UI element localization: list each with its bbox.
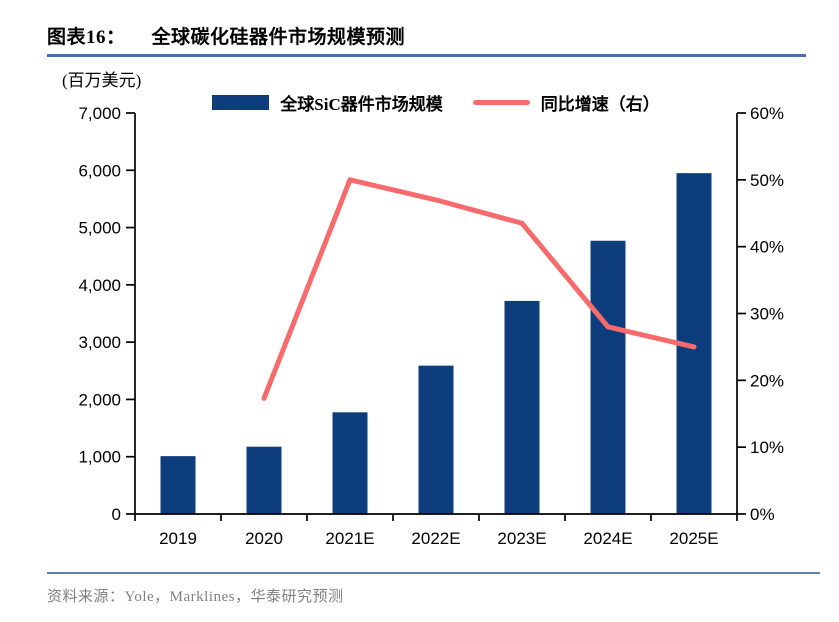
right-axis-tick-label: 0% [750, 505, 775, 524]
left-axis-tick-label: 7,000 [78, 104, 121, 123]
bar-series-label: 全球SiC器件市场规模 [280, 95, 443, 114]
title-divider [47, 54, 806, 57]
right-axis-tick-label: 60% [750, 104, 784, 123]
source-note: 资料来源：Yole，Marklines，华泰研究预测 [47, 589, 344, 605]
bar-series-swatch [212, 95, 270, 110]
x-axis-label: 2025E [669, 529, 718, 548]
left-axis-tick-label: 2,000 [78, 390, 121, 409]
line-series-label: 同比增速（右） [540, 95, 660, 114]
right-axis-tick-label: 10% [750, 438, 784, 457]
x-axis-label: 2021E [325, 529, 374, 548]
line-series-swatch [472, 100, 530, 105]
growth-line [261, 177, 697, 401]
bar-2021E [332, 412, 368, 514]
unit-label: (百万美元) [62, 71, 142, 90]
x-axis-label: 2022E [411, 529, 460, 548]
bar-2020 [246, 446, 282, 514]
x-axis-label: 2023E [497, 529, 546, 548]
bar-2023E [504, 300, 540, 514]
bottom-divider [47, 572, 820, 574]
page-title: 图表16： 全球碳化硅器件市场规模预测 [47, 22, 405, 49]
left-axis-tick-label: 3,000 [78, 333, 121, 352]
left-axis-tick-label: 6,000 [78, 161, 121, 180]
right-axis-tick-label: 50% [750, 171, 784, 190]
x-axis-label: 2019 [159, 529, 197, 548]
legend-item-bar-series: 全球SiC器件市场规模 [212, 90, 443, 115]
x-axis-label: 2024E [583, 529, 632, 548]
legend-item-line-series: 同比增速（右） [472, 90, 660, 115]
left-axis-tick-label: 5,000 [78, 219, 121, 238]
bar-2019 [160, 456, 196, 514]
left-axis-tick-label: 1,000 [78, 448, 121, 467]
bar-2022E [418, 365, 454, 514]
figure-title: 全球碳化硅器件市场规模预测 [151, 27, 406, 48]
right-axis-tick-label: 30% [750, 305, 784, 324]
bar-2024E [590, 240, 626, 515]
x-axis-label: 2020 [245, 529, 283, 548]
chart-legend: 全球SiC器件市场规模 同比增速（右） [135, 90, 737, 115]
right-axis-tick-label: 40% [750, 238, 784, 257]
figure-label: 图表16： [47, 27, 126, 48]
left-axis-tick-label: 0 [112, 505, 121, 524]
right-axis-tick-label: 20% [750, 371, 784, 390]
left-axis-tick-label: 4,000 [78, 276, 121, 295]
